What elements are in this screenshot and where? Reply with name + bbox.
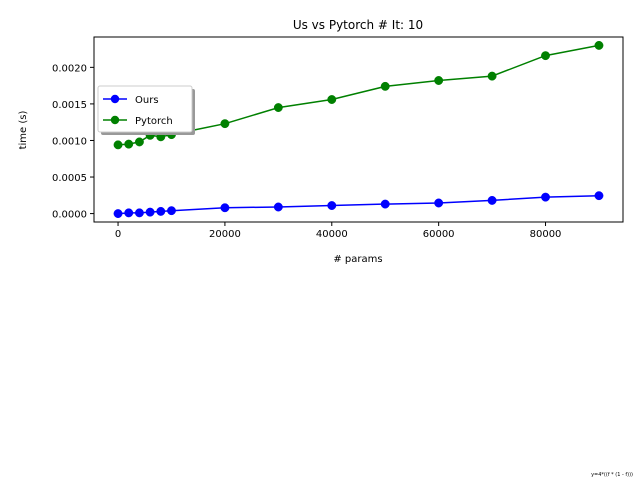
footnote: y=4*((f * (1 - f))): [591, 472, 633, 478]
y-tick-label: 0.0020: [52, 63, 87, 74]
legend: Ours Pytorch: [97, 85, 195, 135]
data-point-ours: [594, 191, 604, 201]
x-tick-label: 60000: [423, 229, 455, 240]
legend-label: Pytorch: [135, 116, 173, 127]
data-point-pytorch: [541, 51, 550, 61]
legend-label: Ours: [135, 95, 159, 106]
y-tick-label: 0.0010: [52, 136, 87, 147]
data-point-ours: [487, 195, 497, 205]
data-point-ours: [124, 208, 134, 218]
chart-title: Us vs Pytorch # It: 10: [293, 18, 423, 32]
x-tick-label: 0: [115, 229, 121, 240]
data-point-pytorch: [273, 103, 283, 113]
data-point-pytorch: [487, 71, 497, 81]
x-axis: 0 20000 40000 60000 80000: [115, 222, 562, 240]
y-tick-label: 0.0000: [52, 210, 87, 221]
x-tick-label: 40000: [316, 229, 348, 240]
data-point-ours: [113, 209, 123, 219]
x-axis-label: # params: [333, 254, 382, 265]
data-point-pytorch: [380, 81, 390, 91]
y-tick-label: 0.0015: [52, 100, 87, 111]
data-point-ours: [327, 201, 337, 210]
y-axis-label: time (s): [18, 111, 29, 150]
data-point-pytorch: [134, 137, 144, 147]
x-tick-label: 20000: [209, 229, 241, 240]
data-point-ours: [380, 199, 390, 209]
series-ours: [113, 191, 604, 219]
legend-item-ours: Ours: [103, 94, 159, 106]
y-axis: 0.0000 0.0005 0.0010 0.0015 0.0020: [52, 63, 94, 221]
legend-swatch-marker: [110, 115, 120, 125]
data-point-ours: [434, 198, 444, 208]
data-point-pytorch: [434, 76, 444, 85]
x-tick-label: 80000: [530, 229, 562, 240]
data-point-ours: [220, 203, 230, 213]
data-point-ours: [167, 206, 176, 216]
data-point-pytorch: [113, 140, 123, 150]
legend-swatch-marker: [110, 94, 120, 104]
data-point-ours: [134, 208, 144, 218]
data-point-ours: [541, 192, 550, 202]
data-point-pytorch: [124, 139, 134, 149]
data-point-ours: [156, 206, 166, 216]
data-point-pytorch: [594, 40, 604, 50]
data-point-pytorch: [220, 119, 230, 129]
data-point-ours: [273, 202, 283, 212]
y-tick-label: 0.0005: [52, 173, 87, 184]
data-point-pytorch: [327, 95, 337, 104]
legend-item-pytorch: Pytorch: [103, 115, 173, 127]
data-point-ours: [145, 207, 155, 217]
